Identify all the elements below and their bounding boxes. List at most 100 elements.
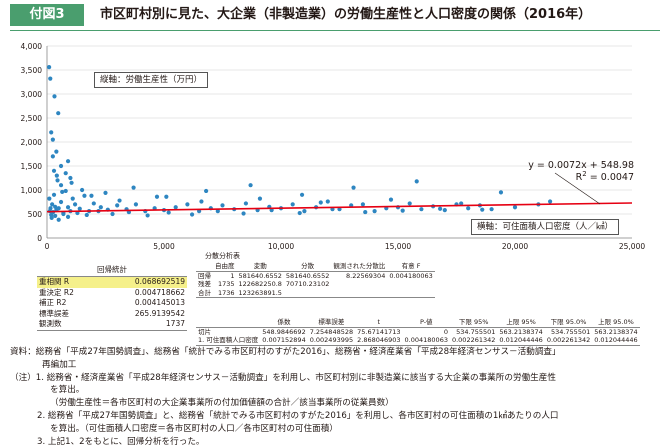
- table-cell: 70710.23102: [285, 280, 330, 288]
- equation-leader: [554, 172, 601, 205]
- y-axis-callout: 縦軸：労働生産性（万円）: [94, 72, 209, 88]
- stats-label: 重決定 R2: [39, 287, 74, 297]
- regression-line: [46, 202, 633, 213]
- table-cell: 534.755501: [550, 327, 591, 336]
- data-point: [51, 168, 57, 173]
- figure-title: 市区町村別に見た、大企業（非製造業）の労働生産性と人口密度の関係（2016年）: [100, 7, 592, 22]
- table-cell: 8.22569304: [346, 271, 386, 280]
- data-point: [185, 202, 190, 207]
- data-point: [318, 200, 323, 205]
- data-point: [51, 192, 57, 197]
- table-cell: 0: [443, 327, 448, 336]
- x-tick-label: 15,000: [385, 242, 411, 251]
- table-header-cell: t: [355, 318, 403, 328]
- table-cell: 1736: [213, 288, 237, 298]
- data-points: [47, 65, 553, 222]
- table-cell: 75.67141713: [357, 327, 401, 336]
- data-point: [351, 185, 356, 190]
- table-cell: 0.004180063: [389, 271, 433, 280]
- data-point: [299, 192, 305, 197]
- table-header-cell: 分散: [283, 262, 332, 272]
- table-header-cell: [196, 262, 213, 272]
- data-point: [50, 154, 55, 159]
- trend-line: [46, 172, 633, 213]
- stats-value: 0.068692519: [134, 277, 185, 286]
- data-point: [49, 130, 54, 135]
- table-cell: [387, 288, 435, 298]
- grid: [46, 45, 632, 239]
- table-cell: 合計: [196, 288, 213, 298]
- table-cell: 123263891.5: [236, 288, 284, 298]
- data-point: [414, 179, 419, 184]
- stats-value: 0.004718662: [134, 287, 185, 297]
- data-point: [243, 201, 248, 206]
- table-header-cell: 係数: [260, 318, 308, 328]
- data-point: [154, 194, 160, 199]
- figure-header: 付図3 市区町村別に見た、大企業（非製造業）の労働生産性と人口密度の関係（201…: [0, 0, 669, 30]
- note-1-formula: （労働生産性＝各市区町村の大企業事業所の付加価値額の合計／該当事業所の従業員数）: [50, 398, 394, 409]
- data-point: [63, 188, 68, 194]
- table-cell: 切片: [198, 327, 211, 336]
- scatter-chart: 05001,0001,5002,0002,5003,0003,5004,000 …: [21, 42, 646, 251]
- table-cell: 0.002493995: [307, 336, 356, 346]
- y-axis-label: 縦軸：労働生産性（万円）: [100, 75, 203, 85]
- data-point: [466, 206, 471, 211]
- stats-row: 補正 R2 0.004145013: [37, 298, 187, 309]
- data-point: [56, 111, 61, 116]
- note-1-cont: を算出。: [50, 385, 85, 396]
- data-point: [54, 149, 59, 154]
- table-cell: 122682250.8: [238, 280, 282, 288]
- table-cell: 581640.6552: [238, 271, 282, 280]
- figure-label: 付図3: [10, 4, 84, 26]
- data-point: [215, 209, 220, 214]
- table-cell: 1735: [217, 280, 235, 288]
- stats-row: 標準誤差 265.9139542: [37, 309, 187, 320]
- table-cell: 0.007152894: [260, 336, 308, 346]
- data-point: [56, 217, 61, 222]
- table-header-cell: P-値: [402, 318, 450, 328]
- data-point: [438, 206, 443, 211]
- table-cell: 回帰: [198, 271, 211, 280]
- data-point: [110, 211, 115, 217]
- anova-title: 分散分析表: [205, 252, 240, 260]
- data-point: [61, 211, 66, 217]
- data-point: [131, 185, 136, 190]
- table-header-cell: 下限 95.0%: [544, 318, 593, 328]
- table-row: 1. 可住面積人口密度 0.007152894 0.002493995 2.86804…: [196, 336, 640, 346]
- x-axis-label: 横軸：可住面積人口密度（人／㎢）: [477, 222, 614, 232]
- stats-value: 0.004145013: [134, 298, 185, 307]
- table-cell: [331, 288, 388, 298]
- data-point: [53, 204, 58, 209]
- y-tick-label: 2,500: [21, 114, 43, 123]
- data-point: [248, 183, 253, 188]
- data-point: [512, 205, 518, 210]
- y-tick-label: 1,500: [21, 162, 43, 171]
- data-point: [48, 76, 53, 81]
- stats-label: 観測数: [39, 319, 62, 328]
- table-header-cell: 有意 F: [387, 262, 435, 272]
- table-header-cell: [196, 318, 261, 328]
- data-point: [480, 207, 485, 212]
- data-point: [65, 205, 71, 210]
- data-point: [84, 212, 89, 218]
- table-header-cell: 自由度: [213, 262, 237, 272]
- data-point: [117, 198, 122, 203]
- data-point: [63, 171, 68, 176]
- note-source-cont: 再編加工: [42, 359, 77, 370]
- table-cell: 548.9846692: [262, 327, 306, 336]
- note-source: 資料：総務省「平成27年国勢調査」、総務省「統計でみる市区町村のすがた2016」…: [10, 347, 561, 357]
- table-cell: [387, 280, 434, 289]
- data-point: [56, 206, 61, 211]
- y-tick-label: 1,000: [21, 186, 43, 195]
- data-point: [115, 203, 120, 208]
- note-2: 2. 総務省「平成27年国勢調査」と、総務省「統計でみる市区町村のすがた2016…: [37, 410, 559, 421]
- data-point: [419, 207, 424, 212]
- r-squared: R2 = 0.0047: [575, 169, 634, 183]
- data-point: [68, 175, 73, 181]
- x-tick-labels: 0 5,000 10,000 15,000 20,000 25,000: [45, 242, 646, 251]
- data-point: [388, 197, 394, 202]
- data-point: [80, 187, 85, 193]
- data-point: [459, 201, 464, 206]
- table-row: 残差 1735 122682250.8 70710.23102: [196, 280, 435, 289]
- header-rule: [10, 30, 660, 31]
